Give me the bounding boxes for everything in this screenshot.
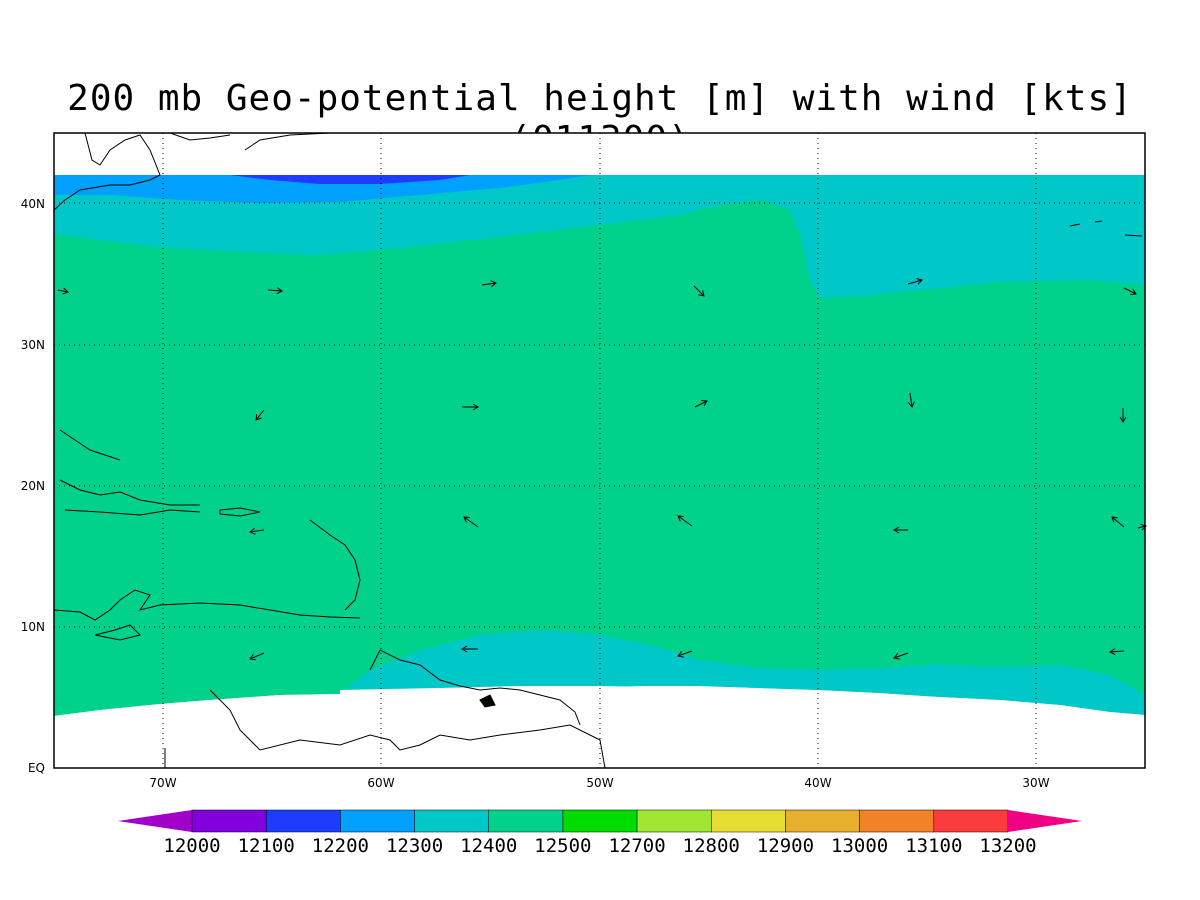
- colorbar-swatch: [933, 809, 1009, 833]
- colorbar-swatch: [488, 809, 564, 833]
- wind-arrow: [1119, 408, 1127, 423]
- colorbar-label: 12000: [163, 835, 220, 857]
- wind-arrow: [677, 650, 693, 658]
- wind-arrow: [893, 526, 908, 534]
- lon-label: 60W: [367, 776, 394, 790]
- colorbar-label: 12900: [757, 835, 814, 857]
- colorbar-swatch: [636, 809, 712, 833]
- colorbar-label: 12500: [534, 835, 591, 857]
- colorbar-swatch: [711, 809, 786, 833]
- colorbar-label: 12400: [460, 835, 517, 857]
- wind-arrow: [463, 516, 479, 528]
- colorbar-label: 12300: [386, 835, 443, 857]
- colorbar-swatch: [118, 810, 192, 832]
- lat-axis-labels: EQ 10N 20N 30N 40N: [21, 197, 45, 775]
- lat-label: 10N: [21, 620, 45, 634]
- colorbar-swatch: [340, 809, 415, 833]
- colorbar-swatch: [859, 809, 935, 833]
- colorbar: 12000 12100 12200 12300 12400 12500 12700 12800…: [118, 809, 1082, 857]
- colorbar-label: 12100: [238, 835, 295, 857]
- wind-arrow: [57, 287, 69, 295]
- plot-frame: [53, 132, 1146, 769]
- colorbar-swatch: [562, 809, 638, 833]
- wind-arrow: [893, 652, 909, 660]
- band-12500: [54, 175, 1145, 716]
- grid-lines: [54, 133, 1145, 768]
- colorbar-swatch: [785, 809, 860, 833]
- colorbar-label: 13100: [905, 835, 962, 857]
- band-12300: [54, 175, 590, 203]
- band-12200: [230, 175, 470, 184]
- lat-label: 30N: [21, 338, 45, 352]
- no-data-south: [54, 686, 1145, 768]
- wind-arrow: [461, 645, 478, 653]
- colorbar-label: 12800: [683, 835, 740, 857]
- lon-label: 30W: [1022, 776, 1049, 790]
- colorbar-label: 12200: [312, 835, 369, 857]
- wind-arrow: [907, 392, 915, 408]
- wind-arrow: [255, 409, 265, 421]
- wind-arrow: [677, 515, 693, 527]
- wind-arrow: [907, 278, 923, 285]
- wind-arrow: [693, 285, 705, 297]
- coastlines: [54, 133, 1143, 768]
- wind-arrow: [267, 287, 283, 295]
- lon-label: 50W: [586, 776, 613, 790]
- colorbar-swatch: [1008, 810, 1082, 832]
- colorbar-swatch: [414, 809, 489, 833]
- colorbar-swatch: [191, 809, 267, 833]
- wind-arrow: [1123, 287, 1137, 295]
- colorbar-label: 13000: [831, 835, 888, 857]
- colorbar-label: 13200: [979, 835, 1036, 857]
- lat-label: EQ: [28, 761, 45, 775]
- wind-arrow: [481, 280, 497, 288]
- lat-label: 40N: [21, 197, 45, 211]
- wind-vectors: [57, 278, 1147, 661]
- lon-axis-labels: 70W 60W 50W 40W 30W: [149, 776, 1049, 790]
- colorbar-swatch: [265, 809, 341, 833]
- wind-arrow: [694, 400, 708, 408]
- lon-label: 70W: [149, 776, 176, 790]
- band-12400-north: [54, 175, 1145, 298]
- lat-label: 20N: [21, 479, 45, 493]
- lon-label: 40W: [804, 776, 831, 790]
- wind-arrow: [1111, 516, 1125, 528]
- colorbar-label: 12700: [608, 835, 665, 857]
- wind-arrow: [1109, 648, 1125, 656]
- wind-arrow: [249, 652, 265, 661]
- wind-arrow: [462, 403, 479, 411]
- wind-arrow: [249, 527, 265, 535]
